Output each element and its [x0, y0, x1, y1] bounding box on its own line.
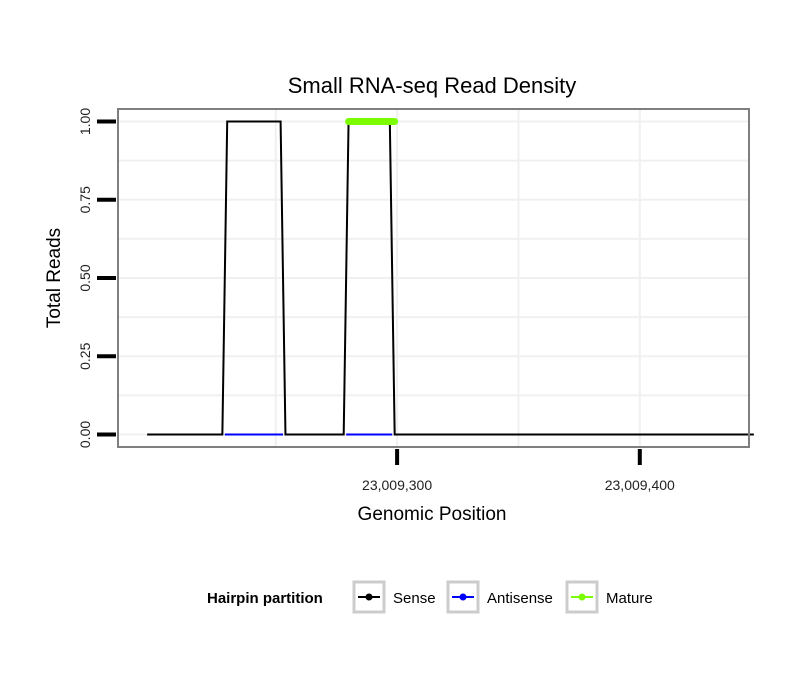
- x-axis: 23,009,300 23,009,400: [362, 449, 675, 493]
- y-axis: 0.00 0.25 0.50 0.75 1.00: [77, 108, 116, 448]
- y-tick-label: 0.50: [77, 264, 93, 291]
- legend-key-mature-point: [578, 593, 586, 601]
- y-tick-label: 0.25: [77, 342, 93, 369]
- y-axis-title: Total Reads: [44, 228, 65, 328]
- series-line-sense: [147, 120, 754, 436]
- chart-title: Small RNA-seq Read Density: [288, 73, 577, 98]
- legend-label-mature: Mature: [606, 590, 653, 607]
- x-tick-label: 23,009,400: [605, 477, 675, 493]
- mature-point: [345, 118, 353, 126]
- grid-lines: [118, 109, 749, 447]
- plot-panel-border: [117, 108, 750, 448]
- y-tick-label: 0.75: [77, 186, 93, 213]
- mature-point: [391, 118, 399, 126]
- legend: Hairpin partition Sense Antisense Mature: [207, 580, 653, 614]
- legend-label-sense: Sense: [393, 590, 436, 607]
- series-lines: [147, 118, 754, 436]
- y-tick-label: 1.00: [77, 108, 93, 135]
- y-tick-label: 0.00: [77, 421, 93, 448]
- legend-key-sense-point: [365, 593, 373, 601]
- legend-title: Hairpin partition: [207, 590, 323, 607]
- x-axis-title: Genomic Position: [358, 504, 507, 525]
- legend-key-antisense-point: [459, 593, 467, 601]
- x-tick-label: 23,009,300: [362, 477, 432, 493]
- legend-label-antisense: Antisense: [487, 590, 553, 607]
